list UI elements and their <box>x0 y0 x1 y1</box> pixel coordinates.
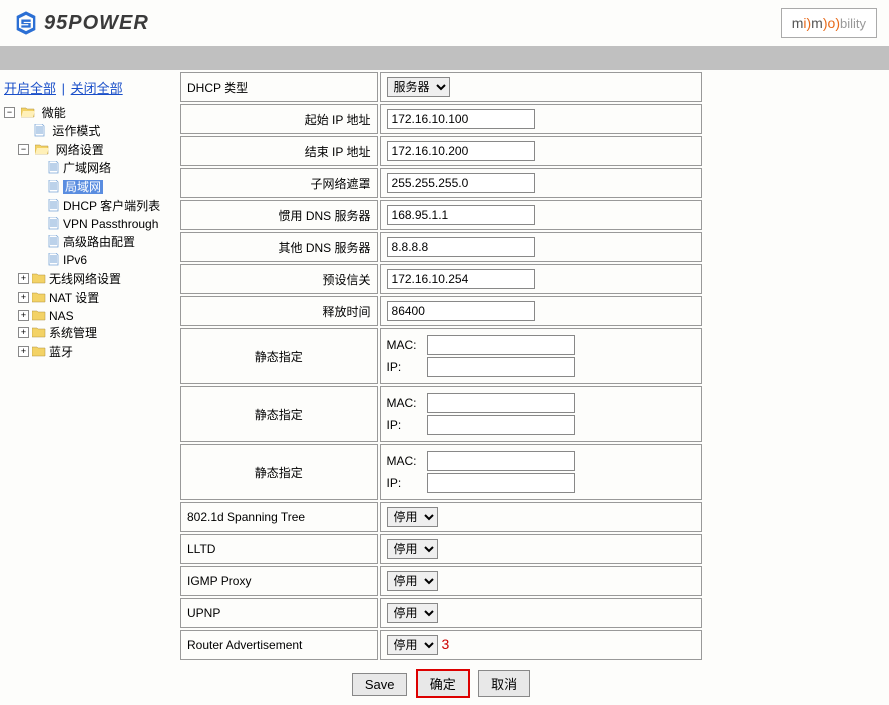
tree-toggle[interactable]: + <box>18 346 29 357</box>
annotation-3: 3 <box>442 636 450 652</box>
button-row: Save 确定 取消 <box>178 662 704 705</box>
subnet-label: 子网络遮罩 <box>180 168 378 198</box>
nav-adv-route[interactable]: 高级路由配置 <box>63 235 135 249</box>
lltd-label: LLTD <box>180 534 378 564</box>
folder-icon <box>32 310 46 321</box>
page-icon <box>48 235 59 248</box>
subnet-input[interactable] <box>387 173 535 193</box>
nav-operation-mode[interactable]: 运作模式 <box>52 124 100 138</box>
upnp-select[interactable]: 停用 <box>387 603 438 623</box>
page-icon <box>48 180 59 193</box>
tree-toggle[interactable]: + <box>18 327 29 338</box>
nav-wan[interactable]: 广域网络 <box>63 161 111 175</box>
spanning-select[interactable]: 停用 <box>387 507 438 527</box>
toolbar <box>0 46 889 70</box>
folder-open-icon <box>21 107 35 118</box>
nav-ipv6[interactable]: IPv6 <box>63 253 87 267</box>
logo-icon <box>12 9 40 37</box>
static-1-mac-input[interactable] <box>427 335 575 355</box>
static-3-ip-input[interactable] <box>427 473 575 493</box>
nav-nat[interactable]: NAT 设置 <box>49 291 99 305</box>
gateway-label: 预设信关 <box>180 264 378 294</box>
spanning-label: 802.1d Spanning Tree <box>180 502 378 532</box>
gateway-input[interactable] <box>387 269 535 289</box>
nav-bluetooth[interactable]: 蓝牙 <box>49 345 73 359</box>
page-icon <box>48 217 59 230</box>
end-ip-label: 结束 IP 地址 <box>180 136 378 166</box>
dns2-input[interactable] <box>387 237 535 257</box>
folder-icon <box>32 273 46 284</box>
cancel-button[interactable]: 取消 <box>478 670 530 697</box>
static-1-label: 静态指定 <box>180 328 378 384</box>
tree-root[interactable]: 微能 <box>42 106 66 120</box>
static-1-ip-input[interactable] <box>427 357 575 377</box>
tree-toggle[interactable]: + <box>18 273 29 284</box>
end-ip-input[interactable] <box>387 141 535 161</box>
page-icon <box>34 124 45 137</box>
nav-dhcp-clients[interactable]: DHCP 客户端列表 <box>63 199 160 213</box>
header: 95POWER mi)m)o)bility <box>0 0 889 46</box>
tree-toggle[interactable]: − <box>18 144 29 155</box>
mac-label: MAC: <box>387 338 423 352</box>
sidebar: 开启全部 | 关闭全部 − 微能 运作模式 − 网络设置 <box>0 70 178 705</box>
nav-nas[interactable]: NAS <box>49 308 74 322</box>
static-3-label: 静态指定 <box>180 444 378 500</box>
dhcp-type-select[interactable]: 服务器 <box>387 77 450 97</box>
lease-input[interactable] <box>387 301 535 321</box>
logo-text: 95POWER <box>44 12 149 35</box>
tree-toggle[interactable]: + <box>18 310 29 321</box>
static-2-ip-input[interactable] <box>427 415 575 435</box>
static-2-label: 静态指定 <box>180 386 378 442</box>
lan-form-table: DHCP 类型 服务器 起始 IP 地址 结束 IP 地址 子网络遮罩 惯用 D… <box>178 70 704 662</box>
igmp-select[interactable]: 停用 <box>387 571 438 591</box>
nav-wireless[interactable]: 无线网络设置 <box>49 272 121 286</box>
folder-open-icon <box>35 144 49 155</box>
folder-icon <box>32 292 46 303</box>
start-ip-label: 起始 IP 地址 <box>180 104 378 134</box>
nav-tree: − 微能 运作模式 − 网络设置 广域网络 局域网 <box>4 103 174 362</box>
mac-label: MAC: <box>387 396 423 410</box>
igmp-label: IGMP Proxy <box>180 566 378 596</box>
close-all-link[interactable]: 关闭全部 <box>71 81 123 96</box>
open-all-link[interactable]: 开启全部 <box>4 81 56 96</box>
ip-label: IP: <box>387 476 423 490</box>
ok-button[interactable]: 确定 <box>417 670 469 697</box>
lltd-select[interactable]: 停用 <box>387 539 438 559</box>
save-button[interactable]: Save <box>352 673 408 696</box>
logo: 95POWER <box>12 9 149 37</box>
page-icon <box>48 161 59 174</box>
dns1-label: 惯用 DNS 服务器 <box>180 200 378 230</box>
nav-sysadmin[interactable]: 系统管理 <box>49 326 97 340</box>
tree-toggle[interactable]: − <box>4 107 15 118</box>
sidebar-links: 开启全部 | 关闭全部 <box>4 76 174 103</box>
lease-label: 释放时间 <box>180 296 378 326</box>
folder-icon <box>32 346 46 357</box>
ra-select[interactable]: 停用 <box>387 635 438 655</box>
ip-label: IP: <box>387 360 423 374</box>
folder-icon <box>32 327 46 338</box>
content: DHCP 类型 服务器 起始 IP 地址 结束 IP 地址 子网络遮罩 惯用 D… <box>178 70 889 705</box>
nav-network-settings[interactable]: 网络设置 <box>56 143 104 157</box>
nav-lan[interactable]: 局域网 <box>63 180 103 194</box>
dhcp-type-label: DHCP 类型 <box>180 72 378 102</box>
page-icon <box>48 253 59 266</box>
mimo-badge: mi)m)o)bility <box>781 8 877 38</box>
start-ip-input[interactable] <box>387 109 535 129</box>
nav-vpn[interactable]: VPN Passthrough <box>63 217 158 231</box>
static-2-mac-input[interactable] <box>427 393 575 413</box>
dns1-input[interactable] <box>387 205 535 225</box>
static-3-mac-input[interactable] <box>427 451 575 471</box>
dns2-label: 其他 DNS 服务器 <box>180 232 378 262</box>
ra-label: Router Advertisement <box>180 630 378 660</box>
mac-label: MAC: <box>387 454 423 468</box>
tree-toggle[interactable]: + <box>18 292 29 303</box>
ip-label: IP: <box>387 418 423 432</box>
page-icon <box>48 199 59 212</box>
